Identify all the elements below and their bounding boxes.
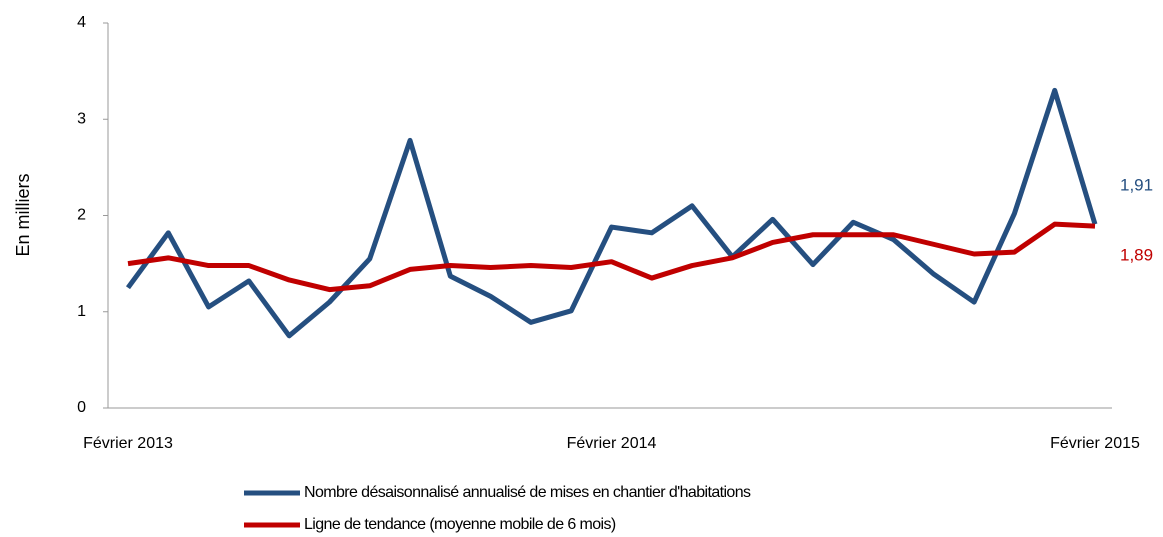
x-tick-label: Février 2015: [1050, 435, 1140, 452]
y-tick-label: 4: [77, 14, 86, 31]
y-tick-label: 2: [77, 207, 86, 224]
y-tick-label: 0: [77, 399, 86, 416]
y-tick-label: 1: [77, 303, 86, 320]
x-tick-label: Février 2013: [83, 435, 173, 452]
legend-label: Nombre désaisonnalisé annualisé de mises…: [304, 484, 751, 501]
value-label: 1,91: [1120, 175, 1153, 194]
y-tick-label: 3: [77, 110, 86, 127]
series-line: [125, 87, 1098, 339]
series-line: [127, 221, 1096, 293]
y-axis-label: En milliers: [13, 173, 33, 256]
legend-label: Ligne de tendance (moyenne mobile de 6 m…: [304, 516, 616, 533]
x-tick-label: Février 2014: [567, 435, 657, 452]
value-label: 1,89: [1120, 245, 1153, 264]
